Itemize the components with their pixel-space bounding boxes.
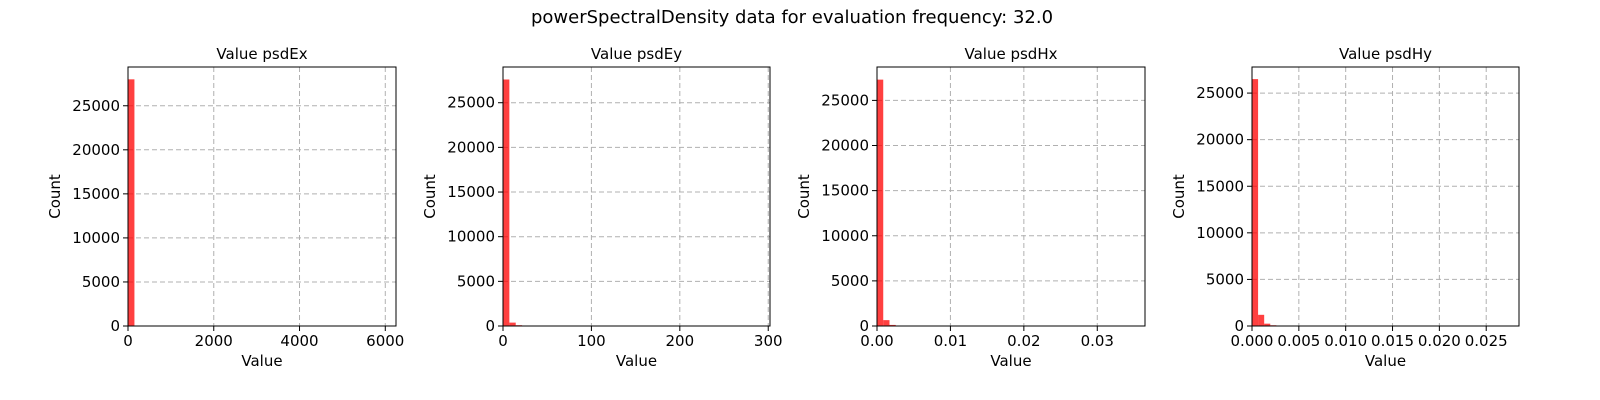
subplot-title: Value psdEy: [591, 45, 682, 63]
x-tick-label: 0.00: [860, 332, 893, 350]
y-axis-label: Count: [421, 174, 439, 219]
x-tick-label: 0.015: [1371, 332, 1414, 350]
y-tick-label: 0: [1234, 317, 1244, 335]
y-tick-label: 20000: [447, 138, 495, 156]
axes-frame: [876, 66, 1146, 327]
y-tick-label: 15000: [821, 182, 869, 200]
x-tick-label: 0.01: [934, 332, 967, 350]
y-axis-label: Count: [795, 174, 813, 219]
x-tick-label: 100: [577, 332, 606, 350]
y-tick-label: 15000: [72, 185, 120, 203]
subplot-value-psdex: 0 2000 4000 6000 0 5000 10000 15000 20000 25000 Va…: [46, 45, 404, 370]
subplot-value-psdhy: 0.000 0.005 0.010 0.015 0.020 0.025 0 5000 10000…: [1170, 45, 1520, 370]
y-axis-label: Count: [1170, 174, 1188, 219]
subplot-title: Value psdEx: [216, 45, 307, 63]
y-tick-label: 25000: [821, 91, 869, 109]
subplot-title: Value psdHx: [965, 45, 1058, 63]
histogram-bar: [503, 79, 510, 326]
y-tick-label: 0: [859, 317, 869, 335]
subplot-value-psdhx: 0.00 0.01 0.02 0.03 0 5000 10000 15000 20000 2500…: [795, 45, 1146, 370]
histogram-bar: [1252, 79, 1259, 326]
x-tick-label: 6000: [366, 332, 404, 350]
histogram-bar: [128, 79, 135, 326]
subplot-value-psdey: 0 100 200 300 0 5000 10000 15000 20000 25000 Value…: [421, 45, 783, 370]
axes-frame: [127, 66, 397, 327]
x-axis-label: Value: [241, 352, 282, 370]
y-tick-label: 10000: [447, 228, 495, 246]
figure-title: powerSpectralDensity data for evaluation…: [531, 7, 1053, 28]
x-tick-label: 0.005: [1277, 332, 1320, 350]
y-tick-label: 15000: [1196, 177, 1244, 195]
subplots: 0 2000 4000 60000500010000150002000025000Va…: [46, 45, 1520, 370]
y-tick-label: 25000: [1196, 84, 1244, 102]
y-tick-label: 20000: [1196, 131, 1244, 149]
y-tick-label: 20000: [72, 141, 120, 159]
x-axis-label: Value: [1365, 352, 1406, 370]
histogram-bar: [889, 324, 896, 326]
histogram-bar: [877, 79, 884, 326]
x-tick-label: 0.02: [1007, 332, 1040, 350]
y-tick-label: 25000: [72, 97, 120, 115]
x-tick-label: 0.000: [1231, 332, 1274, 350]
axes-frame: [502, 66, 771, 327]
y-tick-label: 5000: [457, 272, 495, 290]
y-tick-label: 15000: [447, 183, 495, 201]
x-tick-label: 2000: [195, 332, 233, 350]
x-axis-label: Value: [616, 352, 657, 370]
y-tick-label: 5000: [82, 273, 120, 291]
x-tick-label: 0.010: [1324, 332, 1367, 350]
y-tick-label: 10000: [821, 227, 869, 245]
y-tick-label: 10000: [1196, 224, 1244, 242]
x-tick-label: 0: [498, 332, 508, 350]
histogram-bar: [1264, 323, 1271, 326]
axes-frame: [1251, 66, 1520, 327]
y-axis-label: Count: [46, 174, 64, 219]
x-tick-label: 300: [754, 332, 783, 350]
histogram-bar: [883, 320, 890, 326]
x-tick-label: 0.025: [1465, 332, 1508, 350]
subplot-title: Value psdHy: [1339, 45, 1432, 63]
histogram-bar: [509, 322, 516, 326]
x-tick-label: 4000: [280, 332, 318, 350]
x-tick-label: 0.03: [1081, 332, 1114, 350]
y-tick-label: 10000: [72, 229, 120, 247]
x-axis-label: Value: [990, 352, 1031, 370]
y-tick-label: 5000: [831, 272, 869, 290]
y-tick-label: 25000: [447, 94, 495, 112]
histogram-bar: [1258, 314, 1265, 326]
x-tick-label: 0.020: [1418, 332, 1461, 350]
x-tick-label: 200: [666, 332, 695, 350]
y-tick-label: 0: [110, 317, 120, 335]
y-tick-label: 20000: [821, 137, 869, 155]
y-tick-label: 5000: [1206, 270, 1244, 288]
y-tick-label: 0: [485, 317, 495, 335]
x-tick-label: 0: [123, 332, 133, 350]
